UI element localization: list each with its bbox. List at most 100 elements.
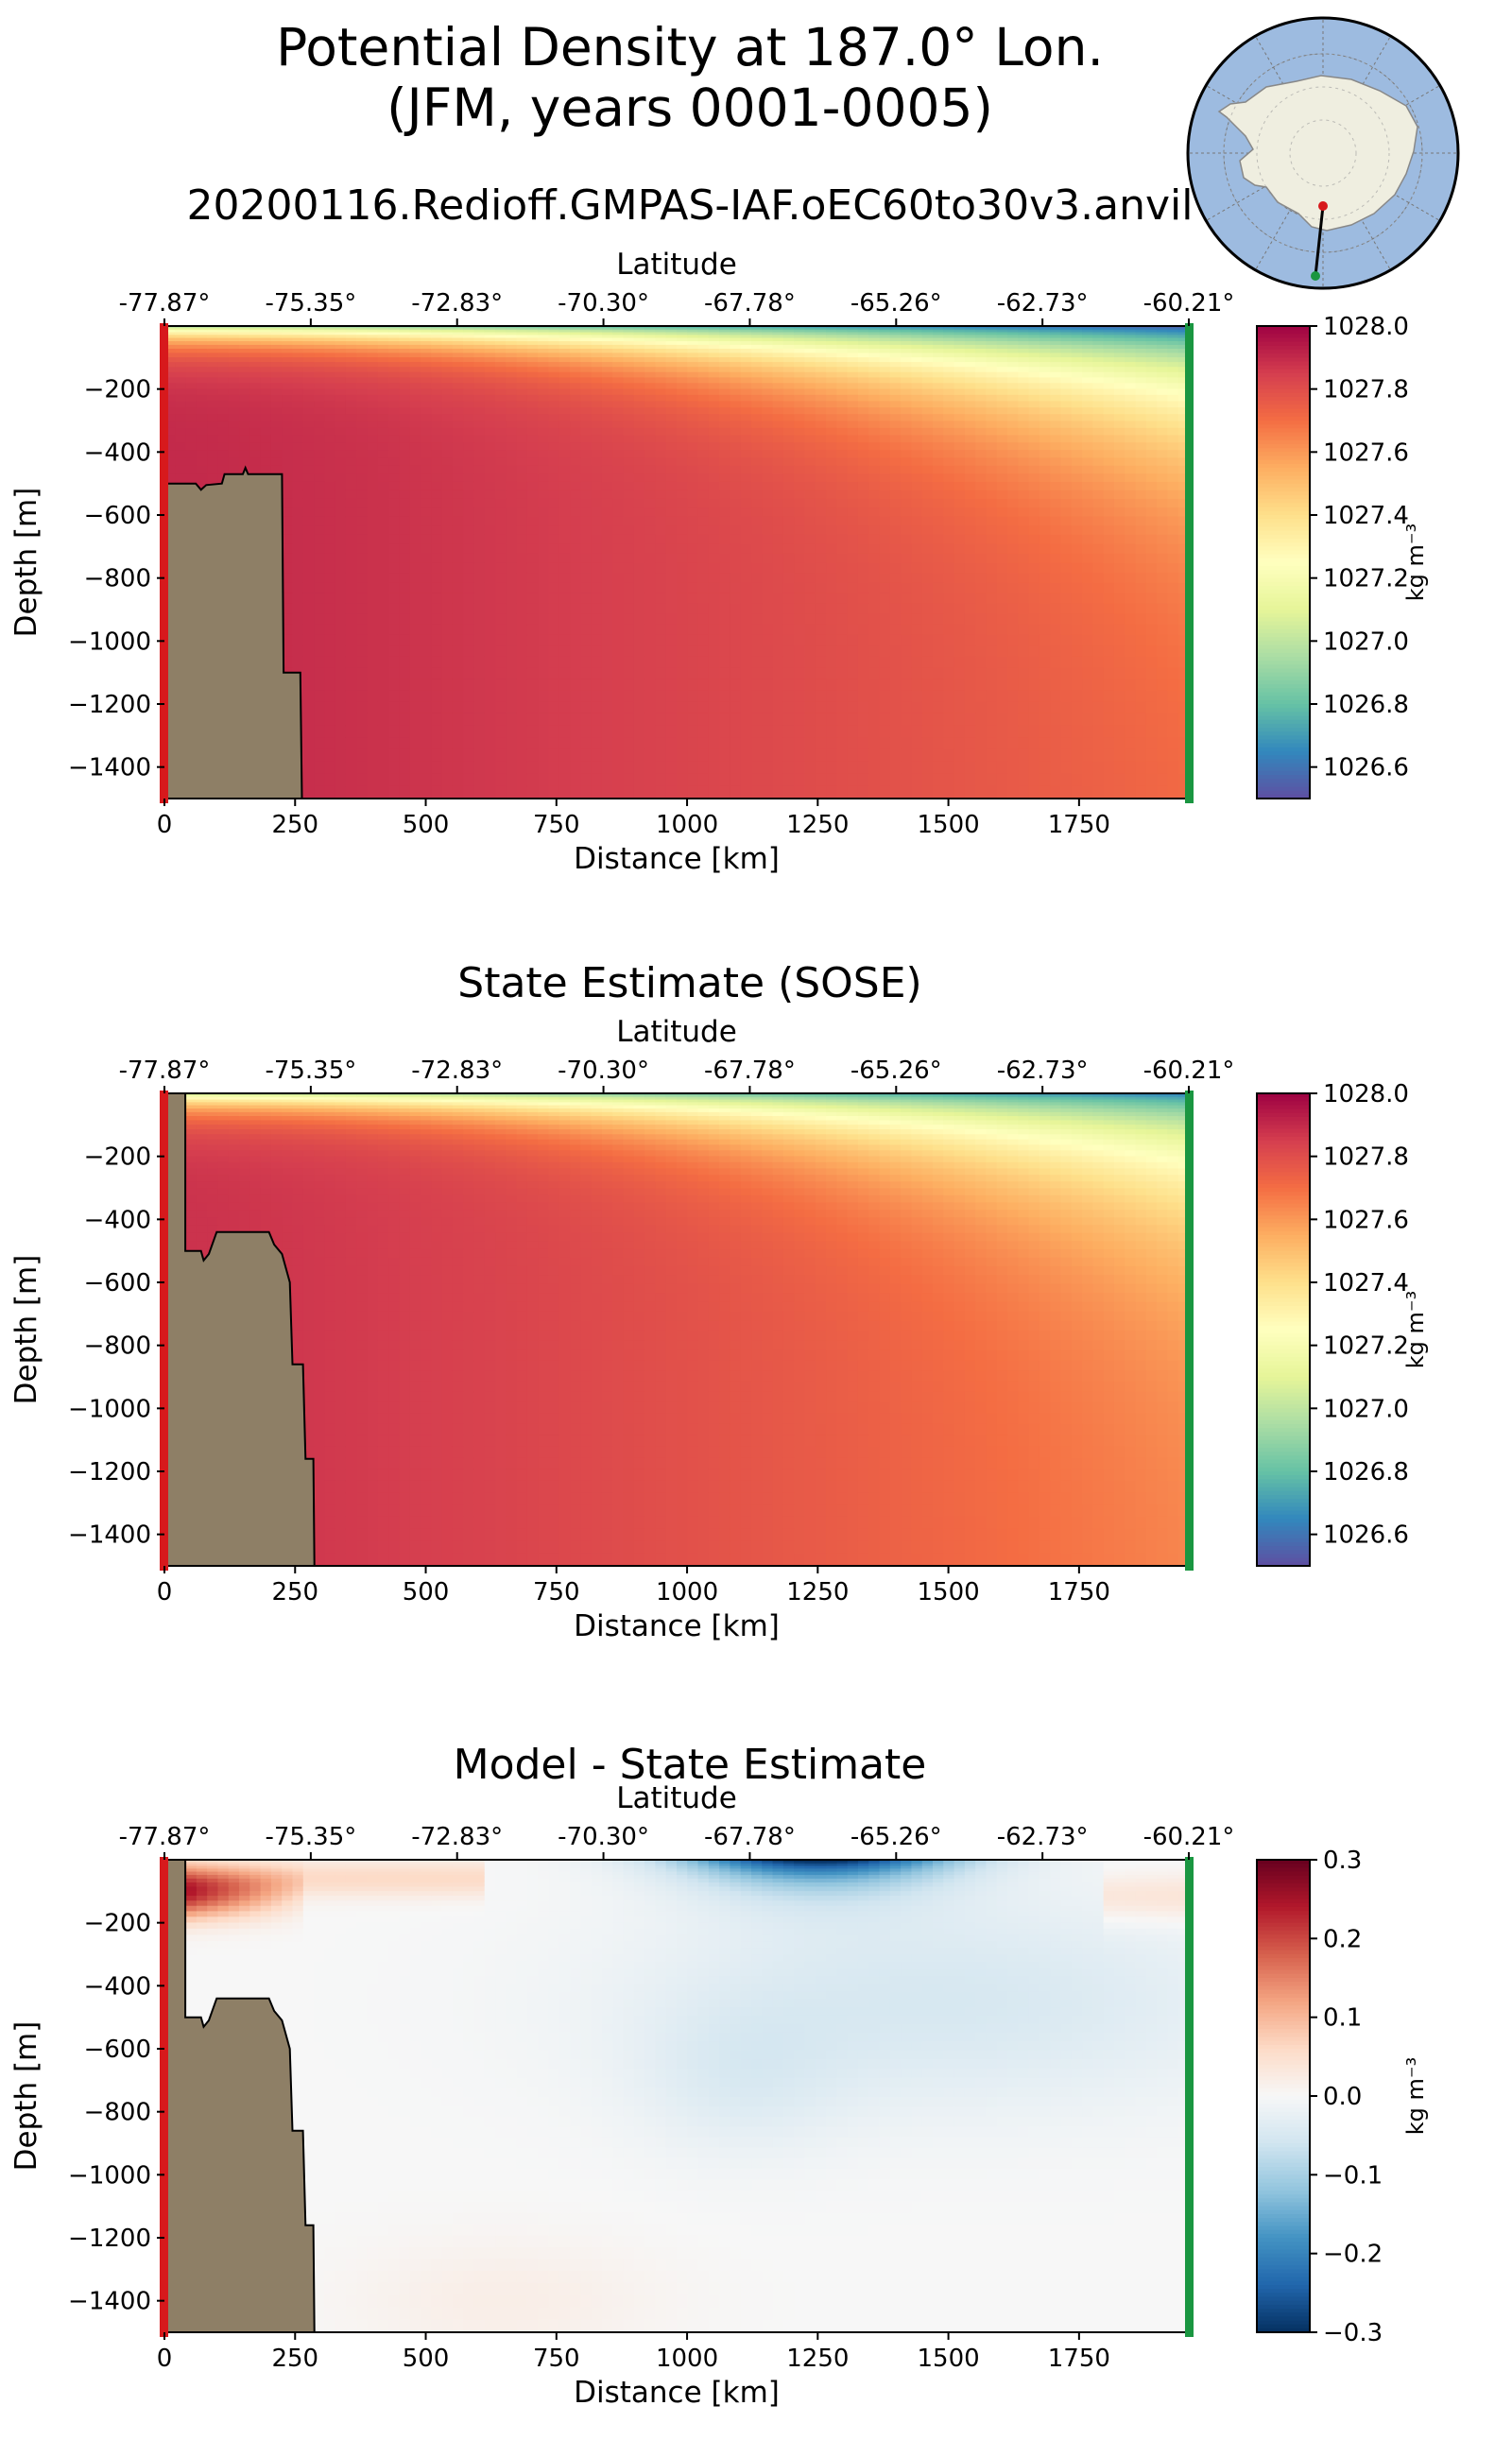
- panel-1-field-cell: [335, 761, 347, 775]
- panel-1-field-cell: [538, 330, 550, 334]
- panel-1-field-cell: [282, 388, 294, 396]
- panel-1-field-cell: [421, 525, 432, 536]
- panel-1-field-cell: [815, 335, 827, 339]
- panel-1-field-cell: [506, 543, 518, 555]
- panel-1-field-cell: [314, 357, 325, 363]
- panel-1-field-cell: [421, 667, 432, 680]
- panel-1-field-cell: [804, 701, 816, 714]
- panel-1-field-cell: [570, 481, 581, 491]
- panel-1-field-cell: [591, 427, 603, 437]
- panel-1-field-cell: [538, 701, 550, 714]
- panel-1-field-cell: [889, 414, 902, 422]
- panel-1-field-cell: [986, 543, 998, 555]
- panel-1-field-cell: [345, 725, 357, 738]
- panel-1-field-cell: [868, 383, 881, 390]
- panel-1-field-cell: [548, 593, 560, 605]
- panel-1-field-cell: [207, 407, 219, 415]
- panel-1-field-cell: [399, 516, 411, 526]
- panel-1-field-cell: [708, 473, 720, 483]
- panel-1-field-cell: [857, 349, 869, 354]
- panel-1-field-cell: [1007, 394, 1019, 403]
- panel-1-field-cell: [409, 457, 421, 467]
- panel-1-field-cell: [570, 407, 581, 415]
- panel-1-field-cell: [730, 421, 742, 429]
- panel-1-field-cell: [911, 442, 923, 451]
- panel-1-field-cell: [506, 332, 518, 335]
- panel-1-field-cell: [815, 349, 827, 354]
- panel-1-field-cell: [441, 785, 454, 799]
- panel-1-field-cell: [431, 377, 443, 384]
- panel-1-field-cell: [740, 332, 752, 335]
- panel-1-field-cell: [516, 457, 528, 467]
- panel-1-field-cell: [495, 645, 507, 658]
- panel-1-field-cell: [228, 341, 240, 346]
- panel-1-field-cell: [975, 525, 988, 536]
- panel-1-field-cell: [708, 667, 720, 680]
- panel-1-field-cell: [1050, 337, 1062, 342]
- panel-1-field-cell: [996, 407, 1008, 415]
- panel-1-field-cell: [558, 761, 571, 775]
- panel-1-field-cell: [441, 383, 454, 390]
- panel-1-field-cell: [943, 394, 955, 403]
- panel-1-field-cell: [431, 357, 443, 363]
- panel-1-field-cell: [292, 481, 304, 491]
- panel-1-field-cell: [345, 593, 357, 605]
- panel-1-field-cell: [335, 498, 347, 508]
- panel-1-field-cell: [857, 679, 869, 692]
- panel-1-field-cell: [986, 516, 998, 526]
- panel-1-field-cell: [526, 613, 539, 626]
- panel-1-field-cell: [762, 388, 774, 396]
- panel-1-field-cell: [473, 534, 486, 545]
- panel-1-field-cell: [570, 656, 581, 669]
- panel-1-field-cell: [463, 667, 475, 680]
- panel-1-field-cell: [324, 473, 336, 483]
- panel-1-field-cell: [677, 490, 688, 500]
- panel-1-field-cell: [857, 543, 869, 555]
- panel-1-field-cell: [1018, 713, 1030, 727]
- panel-1-field-cell: [677, 344, 688, 350]
- panel-1-field-cell: [495, 624, 507, 636]
- panel-1-field-cell: [794, 725, 806, 738]
- panel-1-field-cell: [388, 473, 401, 483]
- panel-1-field-cell: [1018, 498, 1030, 508]
- panel-1-field-cell: [421, 543, 432, 555]
- panel-1-field-cell: [217, 328, 230, 331]
- panel-1-field-cell: [719, 383, 731, 390]
- panel-1-field-cell: [570, 690, 581, 703]
- panel-1-field-cell: [633, 442, 645, 451]
- panel-1-field-cell: [1028, 435, 1040, 443]
- panel-1-field-cell: [506, 442, 518, 451]
- panel-1-field-cell: [463, 761, 475, 775]
- panel-1-field-cell: [409, 701, 421, 714]
- panel-1-field-cell: [794, 388, 806, 396]
- panel-1-field-cell: [452, 543, 464, 555]
- panel-1-field-cell: [570, 593, 581, 605]
- panel-1-field-cell: [558, 667, 571, 680]
- panel-1-field-cell: [399, 427, 411, 437]
- panel-1-field-cell: [826, 516, 837, 526]
- panel-1-field-cell: [815, 490, 827, 500]
- panel-1-field-cell: [302, 748, 315, 763]
- panel-1-field-cell: [697, 613, 710, 626]
- panel-1-field-cell: [986, 335, 998, 339]
- panel-1-field-cell: [164, 352, 176, 358]
- panel-1-field-cell: [441, 401, 454, 408]
- panel-1-field-cell: [388, 525, 401, 536]
- panel-1-field-cell: [270, 326, 283, 329]
- panel-1-field-cell: [655, 645, 667, 658]
- panel-1-field-cell: [868, 634, 881, 646]
- panel-1-field-cell: [665, 516, 678, 526]
- panel-1-field-cell: [260, 326, 272, 329]
- panel-1-field-cell: [889, 534, 902, 545]
- panel-1-field-cell: [409, 330, 421, 334]
- panel-1-field-cell: [782, 593, 795, 605]
- panel-1-field-cell: [367, 394, 379, 403]
- panel-1-field-cell: [185, 377, 198, 384]
- panel-1-field-cell: [677, 367, 688, 373]
- panel-1-field-cell: [826, 534, 837, 545]
- panel-1-field-cell: [399, 337, 411, 342]
- panel-1-field-cell: [996, 543, 1008, 555]
- panel-1-field-cell: [782, 573, 795, 584]
- panel-1-field-cell: [217, 421, 230, 429]
